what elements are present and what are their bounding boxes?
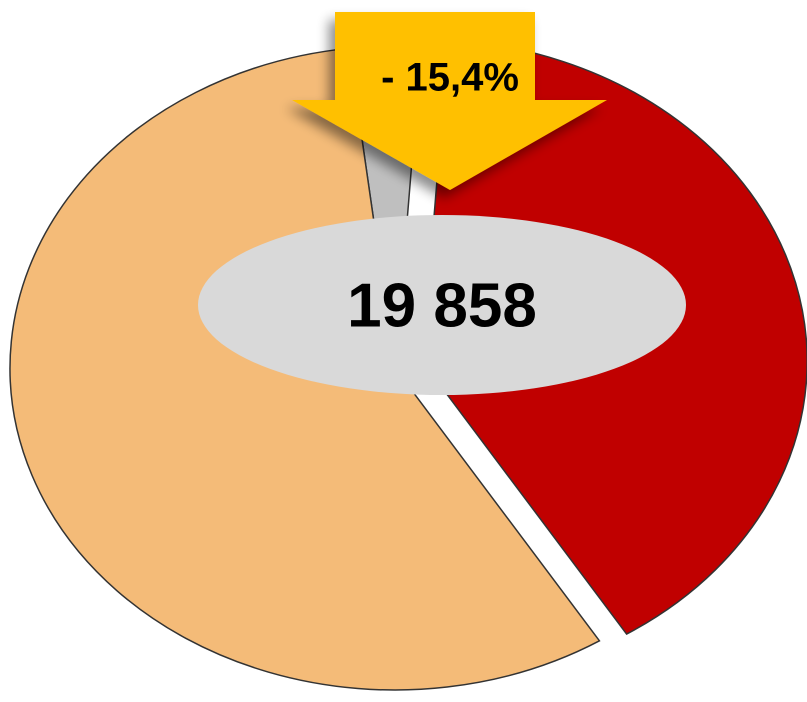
arrow [292, 12, 607, 190]
center-ellipse [198, 215, 686, 395]
total-label: 19 858 [347, 271, 537, 340]
change-label: - 15,4% [381, 56, 519, 100]
arrow-callout [292, 12, 607, 190]
